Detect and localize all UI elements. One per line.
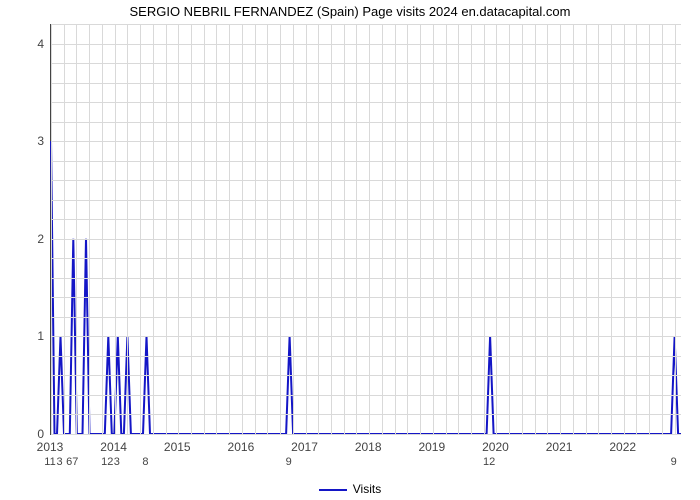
y-tick-label: 0 bbox=[4, 427, 44, 441]
chart-title: SERGIO NEBRIL FERNANDEZ (Spain) Page vis… bbox=[0, 4, 700, 19]
x-tick-label: 2016 bbox=[228, 440, 255, 454]
data-label: 9 bbox=[286, 456, 292, 468]
x-tick-label: 2018 bbox=[355, 440, 382, 454]
x-tick-label: 2015 bbox=[164, 440, 191, 454]
y-tick-label: 4 bbox=[4, 37, 44, 51]
legend-label: Visits bbox=[353, 482, 381, 496]
legend: Visits bbox=[0, 482, 700, 496]
data-label: 12 bbox=[101, 456, 113, 468]
data-label: 3 bbox=[114, 456, 120, 468]
y-tick-label: 3 bbox=[4, 134, 44, 148]
data-label: 9 bbox=[671, 456, 677, 468]
line-chart: SERGIO NEBRIL FERNANDEZ (Spain) Page vis… bbox=[0, 0, 700, 500]
x-tick-label: 2021 bbox=[546, 440, 573, 454]
y-tick-label: 1 bbox=[4, 329, 44, 343]
data-label: 3 bbox=[56, 456, 62, 468]
data-label: 12 bbox=[483, 456, 495, 468]
data-label: 8 bbox=[142, 456, 148, 468]
legend-swatch bbox=[319, 489, 347, 491]
x-tick-label: 2020 bbox=[482, 440, 509, 454]
x-tick-label: 2019 bbox=[418, 440, 445, 454]
data-label: 11 bbox=[44, 456, 55, 468]
y-tick-label: 2 bbox=[4, 232, 44, 246]
x-tick-label: 2022 bbox=[609, 440, 636, 454]
plot-area bbox=[50, 24, 681, 435]
x-tick-label: 2014 bbox=[100, 440, 127, 454]
x-tick-label: 2017 bbox=[291, 440, 318, 454]
x-tick-label: 2013 bbox=[37, 440, 64, 454]
data-label: 67 bbox=[66, 456, 78, 468]
